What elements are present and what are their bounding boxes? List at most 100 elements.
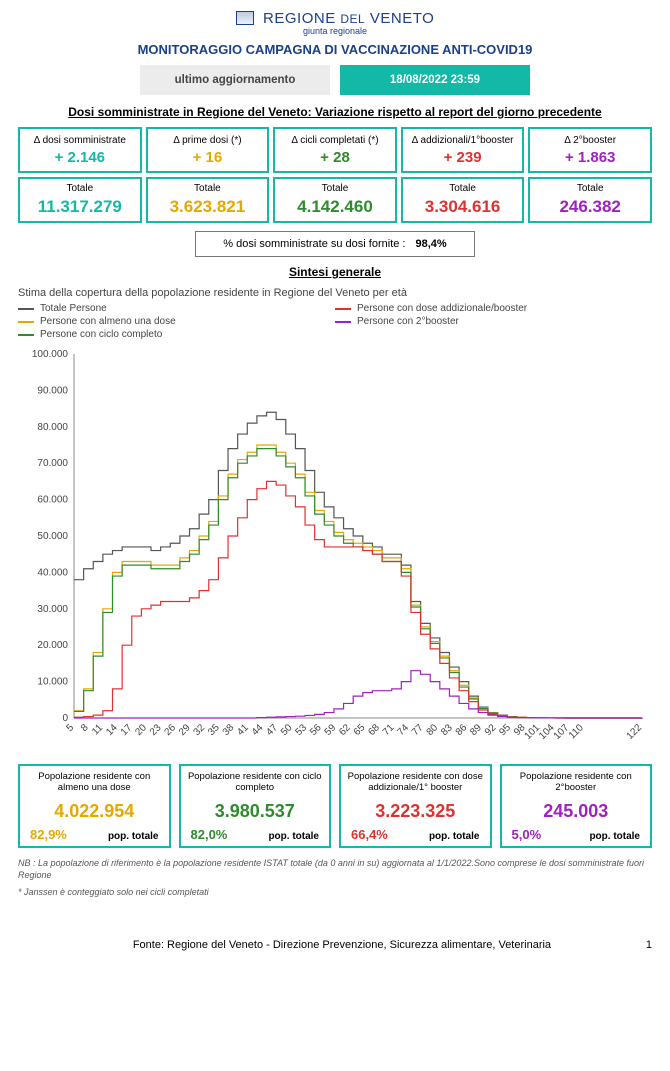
bottom-card-value: 4.022.954	[26, 801, 163, 822]
footer: Fonte: Regione del Veneto - Direzione Pr…	[18, 939, 652, 951]
footnotes: NB : La popolazione di riferimento è la …	[18, 858, 652, 899]
top-card-total: Totale 4.142.460	[273, 177, 397, 223]
svg-text:70.000: 70.000	[37, 458, 68, 469]
top-card: Δ dosi somministrate + 2.146 Totale 11.317.…	[18, 127, 142, 223]
svg-text:90.000: 90.000	[37, 385, 68, 396]
top-card: Δ addizionali/1°booster+ 239 Totale 3.304.…	[401, 127, 525, 223]
coverage-chart: 010.00020.00030.00040.00050.00060.00070.…	[18, 346, 652, 756]
footnote-2: * Janssen è conteggiato solo nei cicli c…	[18, 887, 652, 899]
total-label: Totale	[66, 183, 93, 194]
logo-sub: giunta regionale	[18, 26, 652, 36]
percent-value: 98,4%	[415, 238, 446, 250]
bottom-card: Popolazione residente con almeno una dos…	[18, 764, 171, 848]
top-card-delta: Δ prime dosi (*)+ 16	[146, 127, 270, 173]
bottom-card-pct: 82,9%	[30, 827, 67, 842]
legend-label: Persone con dose addizionale/booster	[357, 303, 527, 314]
total-label: Totale	[194, 183, 221, 194]
delta-value: + 16	[193, 149, 223, 166]
bottom-card-pct: 66,4%	[351, 827, 388, 842]
bottom-card-pct-label: pop. totale	[268, 831, 319, 842]
legend-label: Persone con almeno una dose	[40, 316, 176, 327]
legend-swatch	[335, 321, 351, 323]
legend-item: Persone con almeno una dose	[18, 316, 335, 327]
svg-text:10.000: 10.000	[37, 677, 68, 688]
bottom-card-value: 3.980.537	[187, 801, 324, 822]
header-logo: REGIONE DEL VENETO giunta regionale	[18, 10, 652, 36]
delta-value: + 28	[320, 149, 350, 166]
delta-value: + 2.146	[55, 149, 105, 166]
svg-text:8: 8	[79, 722, 91, 734]
legend-item: Persone con dose addizionale/booster	[335, 303, 652, 314]
legend-swatch	[18, 334, 34, 336]
update-row: ultimo aggiornamento 18/08/2022 23:59	[18, 65, 652, 95]
top-card-total: Totale 11.317.279	[18, 177, 142, 223]
total-value: 11.317.279	[38, 197, 122, 217]
bottom-card-pct: 82,0%	[191, 827, 228, 842]
percent-label: % dosi somministrate su dosi fornite :	[223, 238, 405, 250]
bottom-card-label: Popolazione residente con dose addiziona…	[347, 772, 484, 794]
top-card-total: Totale 246.382	[528, 177, 652, 223]
svg-text:80.000: 80.000	[37, 422, 68, 433]
update-label: ultimo aggiornamento	[140, 65, 330, 95]
total-label: Totale	[449, 183, 476, 194]
svg-text:110: 110	[567, 722, 586, 741]
svg-text:20.000: 20.000	[37, 640, 68, 651]
bottom-card: Popolazione residente con ciclo completo…	[179, 764, 332, 848]
total-label: Totale	[577, 183, 604, 194]
svg-text:60.000: 60.000	[37, 495, 68, 506]
total-value: 3.304.616	[425, 197, 501, 217]
percent-box: % dosi somministrate su dosi fornite : 9…	[195, 231, 475, 257]
section1-title: Dosi somministrate in Regione del Veneto…	[18, 105, 652, 119]
top-card: Δ cicli completati (*)+ 28 Totale 4.142.46…	[273, 127, 397, 223]
svg-text:122: 122	[625, 722, 645, 742]
delta-value: + 239	[444, 149, 482, 166]
delta-label: Δ 2°booster	[564, 135, 616, 146]
bottom-card-label: Popolazione residente con 2°booster	[508, 772, 645, 794]
total-label: Totale	[322, 183, 349, 194]
footnote-1: NB : La popolazione di riferimento è la …	[18, 858, 652, 881]
legend-item: Persone con ciclo completo	[18, 329, 335, 340]
chart-subtitle: Stima della copertura della popolazione …	[18, 287, 652, 299]
total-value: 4.142.460	[297, 197, 373, 217]
top-card: Δ prime dosi (*)+ 16 Totale 3.623.821	[146, 127, 270, 223]
top-card-delta: Δ dosi somministrate + 2.146	[18, 127, 142, 173]
footer-page: 1	[646, 939, 652, 951]
top-card-delta: Δ 2°booster + 1.863	[528, 127, 652, 173]
legend-label: Totale Persone	[40, 303, 107, 314]
svg-text:30.000: 30.000	[37, 604, 68, 615]
svg-text:50.000: 50.000	[37, 531, 68, 542]
total-value: 3.623.821	[170, 197, 246, 217]
chart-legend: Totale Persone Persone con almeno una dos…	[18, 303, 652, 342]
bottom-card-value: 3.223.325	[347, 801, 484, 822]
page-title: MONITORAGGIO CAMPAGNA DI VACCINAZIONE AN…	[18, 42, 652, 57]
top-card-delta: Δ cicli completati (*)+ 28	[273, 127, 397, 173]
logo-text: REGIONE DEL VENETO	[263, 10, 434, 27]
bottom-card-pct-label: pop. totale	[429, 831, 480, 842]
legend-swatch	[335, 308, 351, 310]
footer-source: Fonte: Regione del Veneto - Direzione Pr…	[38, 939, 646, 951]
chart-svg: 010.00020.00030.00040.00050.00060.00070.…	[18, 346, 652, 756]
legend-swatch	[18, 308, 34, 310]
delta-label: Δ dosi somministrate	[34, 135, 126, 146]
legend-item: Persone con 2°booster	[335, 316, 652, 327]
legend-item: Totale Persone	[18, 303, 335, 314]
total-value: 246.382	[559, 197, 620, 217]
legend-label: Persone con ciclo completo	[40, 329, 162, 340]
svg-text:5: 5	[64, 722, 76, 734]
update-date: 18/08/2022 23:59	[340, 65, 530, 95]
svg-text:100.000: 100.000	[32, 349, 69, 360]
bottom-card: Popolazione residente con 2°booster245.0…	[500, 764, 653, 848]
top-card: Δ 2°booster + 1.863 Totale 246.382	[528, 127, 652, 223]
top-card-total: Totale 3.304.616	[401, 177, 525, 223]
bottom-card-label: Popolazione residente con ciclo completo	[187, 772, 324, 794]
top-cards-row: Δ dosi somministrate + 2.146 Totale 11.317.…	[18, 127, 652, 223]
bottom-card-pct-label: pop. totale	[108, 831, 159, 842]
section2-title: Sintesi generale	[18, 265, 652, 279]
bottom-cards-row: Popolazione residente con almeno una dos…	[18, 764, 652, 848]
bottom-card: Popolazione residente con dose addiziona…	[339, 764, 492, 848]
legend-label: Persone con 2°booster	[357, 316, 459, 327]
legend-swatch	[18, 321, 34, 323]
top-card-delta: Δ addizionali/1°booster+ 239	[401, 127, 525, 173]
delta-value: + 1.863	[565, 149, 615, 166]
bottom-card-label: Popolazione residente con almeno una dos…	[26, 772, 163, 794]
